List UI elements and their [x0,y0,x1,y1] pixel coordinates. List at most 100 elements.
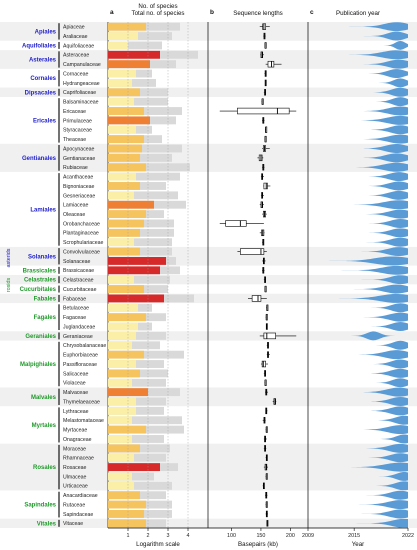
order-label: Ericales [33,118,57,124]
axis-tick-label: 2015 [348,533,360,539]
order-label: Gentianales [22,156,57,162]
bar-total-species [108,41,162,50]
box-iqr [261,360,266,368]
order-label: Myrtales [32,423,57,429]
family-label: Juglandaceae [63,324,95,330]
family-label: Fabaceae [63,296,86,302]
family-label: Rutaceae [63,502,85,508]
bar-total-species [108,191,178,200]
panel-c-letter: c [310,9,314,16]
bar-species [108,453,134,462]
bar-species [108,360,136,368]
bar-species [108,60,150,69]
panel-a-header-bottom: Total no. of species [132,10,185,17]
bar-species [108,416,132,425]
bar-total-species [108,416,182,425]
family-label: Oleaceae [63,212,85,218]
family-label: Betulaceae [63,306,89,312]
bar-species [108,257,166,265]
family-label: Rubiaceae [63,165,88,171]
family-label: Lamiaceae [63,203,88,209]
bar-species [108,313,146,322]
box-iqr [263,332,276,340]
order-label: Malvales [31,395,57,401]
violin-shape [308,87,408,97]
axis-tick-label: 2022 [402,533,414,539]
bar-species [108,510,144,518]
bar-species [108,481,134,490]
family-label: Styracaceae [63,128,92,134]
order-label: Fabales [34,296,57,302]
bar-total-species [108,144,182,153]
order-band [0,293,417,304]
bar-total-species [108,350,184,359]
family-label: Anacardiaceae [63,493,98,499]
axis-tick-label: 4 [187,533,190,539]
family-label: Cucurbitaceae [63,287,97,293]
order-band [0,331,417,341]
order-label: Brassicales [23,268,57,274]
bar-species [108,500,146,509]
family-label: Primulaceae [63,118,92,124]
violin-shape [308,97,408,107]
bar-species [108,285,144,293]
violin-shape [308,78,408,88]
order-label: Aquifoliales [22,43,57,49]
order-label: Geraniales [25,334,56,340]
family-label: Araliaceae [63,34,88,40]
bar-species [108,303,138,312]
family-labels: Apiaceae Araliaceae Aquifoliaceae Asteracea… [63,25,106,528]
family-label: Plantaginaceae [63,231,99,237]
family-label: Gesneriaceae [63,193,95,199]
bar-species [108,369,140,378]
family-label: Geraniaceae [63,334,93,340]
bar-species [108,472,132,481]
panel-b-boxplots [219,23,297,527]
order-band [0,275,417,285]
order-label: Fagales [34,315,57,321]
violin-shape [308,106,408,116]
violin-shape [308,378,408,388]
bar-total-species [108,453,166,462]
violin-shape [308,500,408,510]
violin-shape [308,172,408,182]
family-label: Convolvulaceae [63,249,100,255]
bar-species [108,135,144,144]
panel-b-letter: b [210,9,214,16]
bar-total-species [108,341,160,350]
violin-shape [308,22,408,32]
family-label: Onagraceae [63,437,92,443]
bar-total-species [108,172,180,181]
violin-shape [308,415,408,425]
family-label: Brassicaceae [63,268,94,274]
bar-species [108,78,132,87]
violin-shape [308,256,408,266]
bar-species [108,125,136,134]
violin-shape [308,406,408,416]
bar-species [108,247,140,256]
bar-species [108,172,136,181]
family-label: Myrtaceae [63,428,87,434]
family-label: Sapindaceae [63,512,93,518]
panel-c-violins [308,22,408,528]
bar-species [108,397,136,406]
bar-species [108,322,138,331]
violin-shape [308,443,408,453]
violin-shape [308,462,408,472]
family-label: Gentianaceae [63,156,95,162]
bar-species [108,191,134,200]
family-label: Fagaceae [63,315,86,321]
violin-shape [308,237,408,247]
panel-a-xlabel: Logarithm scale [136,541,180,548]
box-iqr [240,248,265,255]
bar-species [108,219,144,228]
violin-shape [308,134,408,144]
violin-shape [308,190,408,200]
axis-tick-label: 3 [167,533,170,539]
family-label: Hydrangeaceae [63,81,100,87]
family-label: Apiaceae [63,25,85,31]
violin-shape [308,490,408,500]
violin-shape [308,303,408,313]
axis-ticks: 1 2 3 4 100 150 200 2009 2015 2022 [127,22,414,539]
panel-a-header-top: No. of species [138,3,177,10]
